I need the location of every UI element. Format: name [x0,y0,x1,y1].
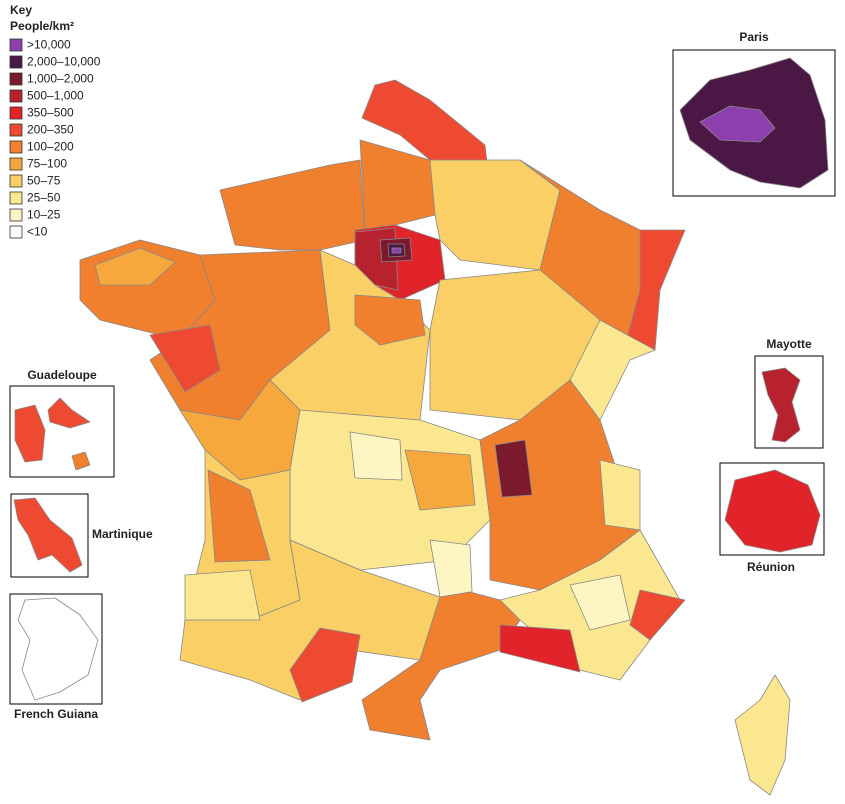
region [179,539,441,701]
region [94,247,176,286]
legend-swatch [9,174,23,188]
mainland-france [79,79,791,796]
legend-swatch [9,38,23,52]
inset-label: Réunion [747,560,795,574]
region [734,674,791,796]
region [699,105,776,143]
legend: Key People/km² >10,000 2,000–10,000 1,000–… [9,3,101,239]
legend-label: 500–1,000 [27,89,84,103]
legend-label: 10–25 [27,208,61,222]
region [494,439,533,498]
region [761,367,801,443]
legend-label: 350–500 [27,106,74,120]
region [354,294,426,346]
legend-swatch [9,191,23,205]
region [499,624,581,673]
region [17,597,99,701]
legend-swatch [9,72,23,86]
legend-swatch [9,140,23,154]
region [13,497,83,573]
region [149,324,221,393]
legend-title: Key [10,3,32,17]
legend-swatch [9,157,23,171]
insets: Paris Guadeloupe Martinique French Guiana Ma… [9,30,836,721]
inset-label: Mayotte [766,337,812,351]
region [599,459,641,531]
inset-label: French Guiana [14,707,98,721]
legend-swatch [9,123,23,137]
region [14,404,46,463]
legend-label: >10,000 [27,38,71,52]
legend-label: 2,000–10,000 [27,55,101,69]
legend-swatch [9,89,23,103]
legend-swatch [9,225,23,239]
region [47,397,91,429]
legend-label: 75–100 [27,157,67,171]
region [359,139,436,231]
region [569,574,631,631]
region [289,627,361,703]
legend-label: 50–75 [27,174,61,188]
region [629,589,686,641]
region [429,159,561,271]
legend-swatch [9,106,23,120]
region [361,591,521,741]
legend-label: 25–50 [27,191,61,205]
region [569,319,656,421]
region [724,469,821,553]
inset-label: Martinique [92,527,153,541]
inset-label: Guadeloupe [27,368,97,382]
inset-label: Paris [739,30,769,44]
legend-swatch [9,208,23,222]
region [207,469,271,563]
legend-swatch [9,55,23,69]
region [404,449,476,511]
region [349,431,403,481]
region [184,569,261,621]
legend-unit: People/km² [10,19,74,33]
region [391,247,402,254]
legend-label: 1,000–2,000 [27,72,94,86]
legend-label: 200–350 [27,123,74,137]
region [71,451,91,471]
legend-label: 100–200 [27,140,74,154]
region [429,539,473,598]
legend-label: <10 [27,225,48,239]
region [219,159,366,251]
